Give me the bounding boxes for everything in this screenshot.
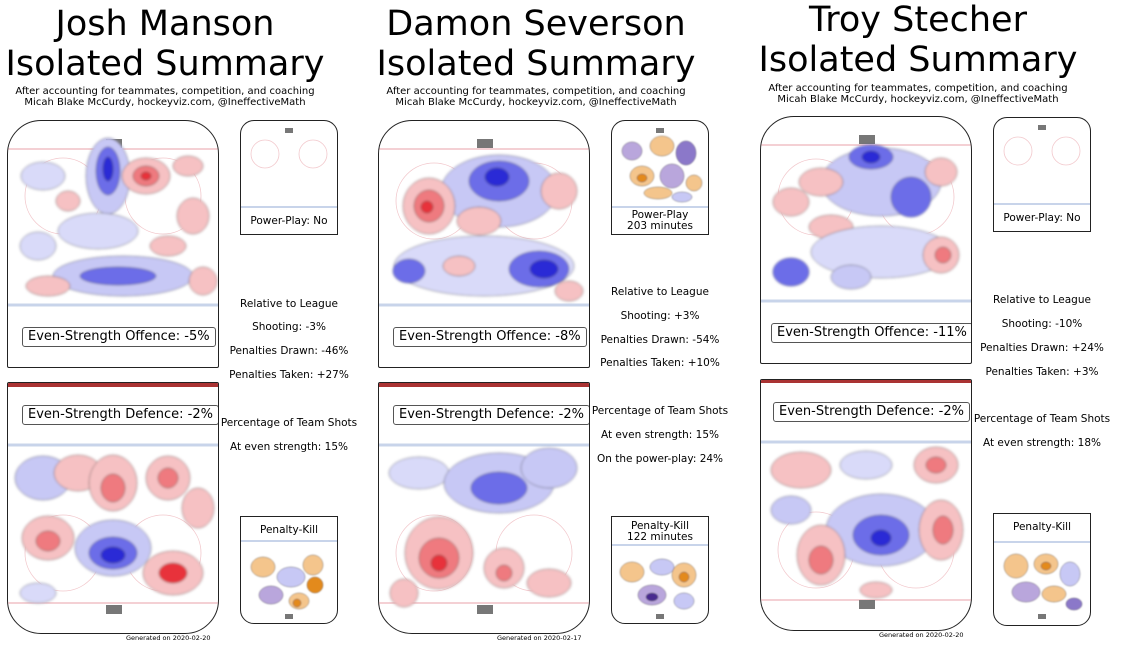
stats-heading: Relative to League bbox=[240, 298, 338, 310]
player-panel-severson: Damon Severson Isolated Summary After ac… bbox=[371, 0, 741, 650]
penalties-drawn-stat: Penalties Drawn: +24% bbox=[980, 342, 1104, 354]
power-play-map bbox=[994, 125, 1090, 205]
generated-date: Generated on 2020-02-20 bbox=[879, 631, 964, 639]
team-shots-heading: Percentage of Team Shots bbox=[973, 413, 1111, 425]
power-play-map bbox=[612, 128, 708, 208]
even-strength-share: At even strength: 15% bbox=[600, 429, 720, 441]
penalty-kill-rink: Penalty-Kill bbox=[240, 516, 338, 624]
power-play-rink: Power-Play: No bbox=[240, 120, 338, 235]
even-strength-share: At even strength: 18% bbox=[982, 437, 1102, 449]
offence-rink-map: Even-Strength Offence: -11% bbox=[760, 116, 972, 364]
penalty-kill-map bbox=[612, 544, 708, 619]
player-panel-manson: Josh Manson Isolated Summary After accou… bbox=[0, 0, 370, 650]
offence-heatmap bbox=[8, 137, 218, 307]
power-play-label: Power-Play: No bbox=[994, 212, 1090, 224]
penalty-kill-rink: Penalty-Kill bbox=[993, 513, 1091, 626]
summary-title: Isolated Summary bbox=[758, 40, 1078, 80]
subtitle-credit: Micah Blake McCurdy, hockeyviz.com, @Ine… bbox=[24, 97, 306, 108]
penalty-kill-map bbox=[994, 541, 1090, 619]
team-shots-heading: Percentage of Team Shots bbox=[591, 405, 729, 417]
defence-heatmap bbox=[379, 383, 589, 614]
even-strength-share: At even strength: 15% bbox=[229, 441, 349, 453]
stats-heading: Relative to League bbox=[611, 286, 709, 298]
power-play-minutes: 203 minutes bbox=[612, 220, 708, 232]
penalty-kill-label: Penalty-Kill bbox=[241, 524, 337, 536]
subtitle-method: After accounting for teammates, competit… bbox=[768, 83, 1068, 94]
offence-label: Even-Strength Offence: -5% bbox=[22, 327, 216, 347]
penalty-kill-label: Penalty-Kill bbox=[994, 521, 1090, 533]
penalty-kill-rink: Penalty-Kill 122 minutes bbox=[611, 516, 709, 624]
power-play-label: Power-Play: No bbox=[241, 215, 337, 227]
offence-rink-map: Even-Strength Offence: -8% bbox=[378, 120, 590, 368]
penalties-taken-stat: Penalties Taken: +27% bbox=[229, 369, 349, 381]
defence-label: Even-Strength Defence: -2% bbox=[22, 405, 218, 425]
power-play-rink: Power-Play: No bbox=[993, 117, 1091, 232]
penalties-drawn-stat: Penalties Drawn: -54% bbox=[600, 334, 720, 346]
power-play-map bbox=[241, 128, 337, 208]
defence-label: Even-Strength Defence: -2% bbox=[393, 405, 589, 425]
team-shots-heading: Percentage of Team Shots bbox=[220, 417, 358, 429]
summary-title: Isolated Summary bbox=[5, 44, 325, 84]
stats-heading: Relative to League bbox=[993, 294, 1091, 306]
player-name-title: Troy Stecher bbox=[809, 0, 1027, 40]
penalties-taken-stat: Penalties Taken: +3% bbox=[985, 366, 1099, 378]
subtitle-method: After accounting for teammates, competit… bbox=[15, 86, 315, 97]
shooting-stat: Shooting: -3% bbox=[252, 321, 326, 333]
penalty-kill-minutes: 122 minutes bbox=[612, 531, 708, 543]
player-name-title: Josh Manson bbox=[55, 4, 275, 44]
offence-rink-map: Even-Strength Offence: -5% bbox=[7, 120, 219, 368]
offence-label: Even-Strength Offence: -11% bbox=[771, 323, 971, 343]
player-panel-stecher: Troy Stecher Isolated Summary After acco… bbox=[753, 0, 1123, 650]
generated-date: Generated on 2020-02-17 bbox=[497, 634, 582, 642]
subtitle-method: After accounting for teammates, competit… bbox=[386, 86, 686, 97]
penalty-kill-map bbox=[241, 540, 337, 619]
offence-heatmap bbox=[379, 139, 589, 307]
offence-label: Even-Strength Offence: -8% bbox=[393, 327, 587, 347]
generated-date: Generated on 2020-02-20 bbox=[126, 634, 211, 642]
subtitle-credit: Micah Blake McCurdy, hockeyviz.com, @Ine… bbox=[777, 94, 1059, 105]
defence-heatmap bbox=[761, 380, 971, 609]
penalties-drawn-stat: Penalties Drawn: -46% bbox=[229, 345, 349, 357]
power-play-share: On the power-play: 24% bbox=[596, 453, 724, 465]
shooting-stat: Shooting: +3% bbox=[620, 310, 700, 322]
power-play-label: Power-Play bbox=[612, 209, 708, 221]
defence-rink-map: Even-Strength Defence: -2% bbox=[760, 379, 972, 631]
defence-label: Even-Strength Defence: -2% bbox=[773, 402, 970, 422]
offence-heatmap bbox=[761, 135, 971, 303]
player-name-title: Damon Severson bbox=[386, 4, 686, 44]
defence-heatmap bbox=[8, 383, 218, 614]
defence-rink-map: Even-Strength Defence: -2% bbox=[378, 382, 590, 634]
defence-rink-map: Even-Strength Defence: -2% bbox=[7, 382, 219, 634]
penalties-taken-stat: Penalties Taken: +10% bbox=[600, 357, 720, 369]
subtitle-credit: Micah Blake McCurdy, hockeyviz.com, @Ine… bbox=[395, 97, 677, 108]
power-play-rink: Power-Play 203 minutes bbox=[611, 120, 709, 235]
summary-title: Isolated Summary bbox=[376, 44, 696, 84]
penalty-kill-label: Penalty-Kill bbox=[612, 520, 708, 532]
shooting-stat: Shooting: -10% bbox=[1001, 318, 1083, 330]
